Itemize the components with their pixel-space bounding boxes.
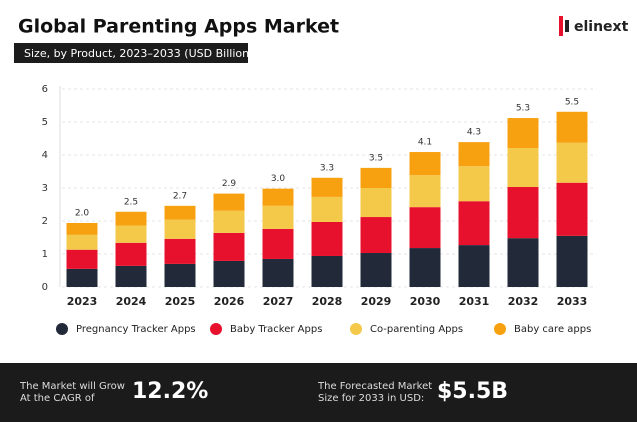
bar-segment — [556, 142, 588, 183]
y-tick-label: 0 — [42, 282, 48, 293]
bar-segment — [213, 260, 245, 287]
total-label: 2.5 — [124, 197, 138, 207]
bar-segment — [360, 217, 392, 254]
bar-segment — [360, 188, 392, 218]
legend-swatch — [350, 323, 362, 335]
logo: elinext — [574, 19, 629, 35]
bar-segment — [556, 182, 588, 236]
bar-segment — [164, 238, 196, 264]
bar-segment — [213, 232, 245, 261]
bar-segment — [115, 225, 147, 243]
bar-segment — [262, 228, 294, 259]
bar-segment — [164, 219, 196, 239]
bar-segment — [556, 235, 588, 287]
bar-segment — [409, 175, 441, 208]
footer-text: The Market will Grow — [19, 381, 125, 392]
legend-label: Baby care apps — [514, 324, 591, 335]
total-label: 3.3 — [320, 163, 334, 173]
bar-segment — [311, 221, 343, 256]
bar-segment — [507, 187, 539, 239]
bar-segment — [262, 205, 294, 229]
x-tick-label: 2031 — [459, 295, 490, 308]
footer-text: The Forecasted Market — [317, 381, 432, 392]
chart-subtitle: Size, by Product, 2023–2033 (USD Billion… — [24, 47, 253, 60]
footer-text: Size for 2033 in USD: — [318, 393, 424, 404]
bar-segment — [507, 118, 539, 149]
legend-label: Pregnancy Tracker Apps — [76, 324, 196, 335]
y-tick-label: 1 — [42, 249, 48, 260]
x-tick-label: 2026 — [214, 295, 245, 308]
x-tick-label: 2024 — [116, 295, 147, 308]
bar-segment — [164, 205, 196, 220]
legend-swatch — [210, 323, 222, 335]
footer-text: At the CAGR of — [20, 393, 95, 404]
legend-swatch — [494, 323, 506, 335]
y-tick-label: 6 — [42, 84, 48, 95]
bar-segment — [66, 249, 98, 269]
x-tick-label: 2029 — [361, 295, 392, 308]
bar-segment — [311, 177, 343, 197]
total-label: 2.0 — [75, 208, 90, 218]
bar-segment — [66, 234, 98, 250]
chart-title: Global Parenting Apps Market — [18, 16, 339, 38]
x-tick-label: 2025 — [165, 295, 196, 308]
y-tick-label: 4 — [42, 150, 48, 161]
bar-segment — [311, 255, 343, 287]
x-tick-label: 2033 — [557, 295, 588, 308]
bar-segment — [66, 222, 98, 235]
total-label: 4.1 — [418, 138, 432, 148]
bar-segment — [360, 253, 392, 287]
bar-segment — [213, 193, 245, 211]
legend-label: Baby Tracker Apps — [230, 324, 322, 335]
y-tick-label: 2 — [42, 216, 48, 227]
x-tick-label: 2027 — [263, 295, 294, 308]
legend-swatch — [56, 323, 68, 335]
x-tick-label: 2023 — [67, 295, 98, 308]
bar-segment — [360, 167, 392, 188]
total-label: 2.9 — [222, 179, 237, 189]
bar-segment — [213, 210, 245, 233]
footer-band — [0, 363, 637, 422]
total-label: 5.3 — [516, 104, 530, 114]
bar-segment — [458, 142, 490, 167]
x-tick-label: 2028 — [312, 295, 343, 308]
bar-segment — [115, 265, 147, 287]
bar-segment — [458, 201, 490, 246]
x-tick-label: 2030 — [410, 295, 441, 308]
bar-segment — [507, 238, 539, 287]
bar-segment — [458, 166, 490, 202]
y-tick-label: 3 — [42, 183, 48, 194]
logo-icon — [559, 16, 569, 36]
bar-segment — [311, 196, 343, 222]
subtitle-box — [14, 43, 248, 63]
bar-segment — [507, 148, 539, 188]
bar-segment — [115, 211, 147, 226]
total-label: 5.5 — [565, 97, 579, 107]
footer-value: 12.2% — [132, 379, 208, 404]
total-label: 3.5 — [369, 153, 383, 163]
bar-segment — [164, 263, 196, 287]
total-label: 3.0 — [271, 174, 286, 184]
total-label: 4.3 — [467, 128, 481, 138]
bar-segment — [262, 188, 294, 206]
legend-label: Co-parenting Apps — [370, 324, 463, 335]
y-tick-label: 5 — [42, 117, 48, 128]
bar-segment — [458, 245, 490, 287]
total-label: 2.7 — [173, 191, 187, 201]
bar-segment — [409, 152, 441, 176]
bar-segment — [66, 268, 98, 287]
x-tick-label: 2032 — [508, 295, 539, 308]
footer-value: $5.5B — [437, 379, 508, 404]
bar-segment — [556, 111, 588, 143]
bar-segment — [409, 207, 441, 249]
bar-segment — [409, 248, 441, 287]
bar-segment — [115, 242, 147, 266]
bar-segment — [262, 258, 294, 287]
